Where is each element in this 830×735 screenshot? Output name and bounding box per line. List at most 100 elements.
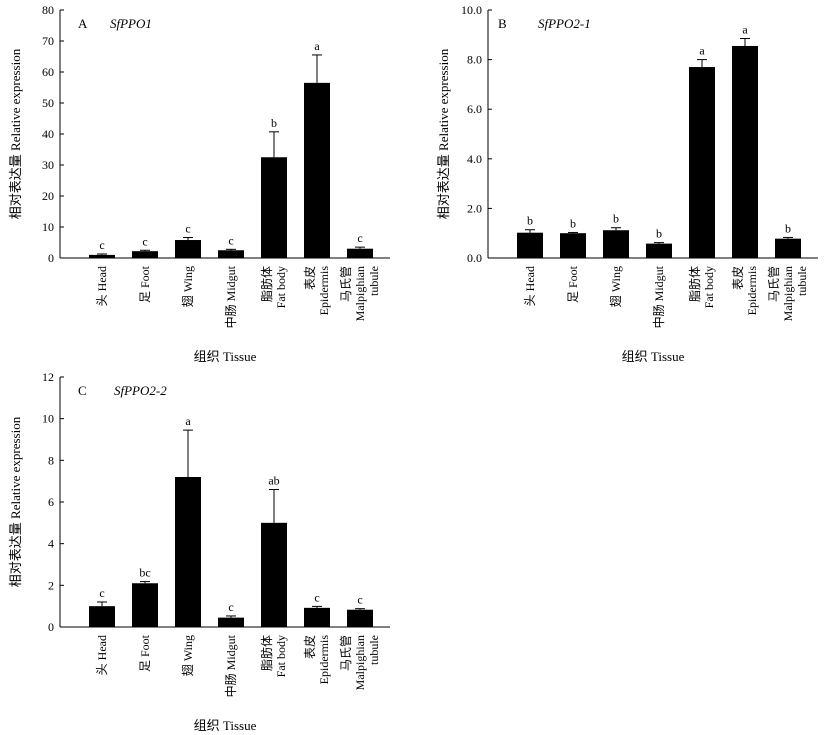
y-tick-label: 2 [48, 578, 54, 592]
category-label: 中肠 Midgut [223, 265, 238, 328]
chart-panel-b: 0.0 2.0 4.0 6.0 8.0 10.0 B SfPPO2-1 相对表达量 Relati… [436, 3, 818, 364]
panel-label: B [498, 16, 507, 31]
category-label: Fat body [702, 266, 716, 308]
bar [89, 606, 115, 627]
category-label: 脂肪体 [687, 266, 702, 302]
category-label: 脂肪体 [259, 266, 274, 302]
x-axis-label: 组织 Tissue [194, 718, 257, 733]
category-label: Fat body [274, 266, 288, 308]
category-label: Malpighian [781, 266, 795, 321]
bar [175, 240, 201, 258]
y-axis-label: 相对表达量 Relative expression [8, 416, 23, 587]
bar [132, 583, 158, 627]
category-label: 头 Head [523, 266, 537, 306]
category-label: tubule [367, 635, 381, 665]
category-label: 足 Foot [566, 265, 580, 303]
panel-label: C [78, 383, 87, 398]
significance-letter: b [527, 214, 533, 228]
y-tick-label: 10 [42, 412, 54, 426]
category-label: Malpighian [353, 266, 367, 321]
significance-letter: b [785, 221, 791, 235]
category-label: tubule [795, 266, 809, 296]
significance-letter: b [613, 212, 619, 226]
category-label: 马氏管 [338, 266, 353, 302]
y-tick-label: 8 [48, 453, 54, 467]
y-tick-label: 40 [42, 127, 54, 141]
gene-name: SfPPO2-2 [114, 383, 167, 398]
bar [689, 67, 715, 258]
category-label: 翅 Wing [608, 266, 623, 307]
x-axis-label: 组织 Tissue [622, 349, 685, 364]
significance-letter: bc [139, 566, 150, 580]
significance-letter: ab [268, 474, 279, 488]
bar [347, 248, 373, 258]
category-label: 翅 Wing [180, 635, 195, 676]
y-tick-label: 6.0 [467, 102, 482, 116]
significance-letter: b [271, 116, 277, 130]
y-axis-label: 相对表达量 Relative expression [436, 48, 451, 219]
category-label: 中肠 Midgut [223, 634, 238, 697]
bar [560, 233, 586, 258]
y-tick-label: 80 [42, 3, 54, 17]
y-tick-label: 6 [48, 495, 54, 509]
bar [218, 617, 244, 627]
y-tick-label: 70 [42, 34, 54, 48]
y-tick-label: 12 [42, 370, 54, 384]
category-label: 马氏管 [766, 266, 781, 302]
category-label: tubule [367, 266, 381, 296]
category-label: 中肠 Midgut [651, 265, 666, 328]
significance-letter: c [314, 590, 319, 604]
significance-letter: c [228, 600, 233, 614]
category-label: 足 Foot [138, 634, 152, 672]
bar [218, 250, 244, 258]
bar [603, 230, 629, 258]
bar [132, 251, 158, 258]
x-axis-label: 组织 Tissue [194, 349, 257, 364]
bar [304, 607, 330, 627]
bar [175, 477, 201, 627]
y-axis-label: 相对表达量 Relative expression [8, 48, 23, 219]
category-label: 头 Head [95, 635, 109, 675]
category-label: Malpighian [353, 635, 367, 690]
bar [261, 157, 287, 258]
significance-letter: c [357, 593, 362, 607]
bar [89, 254, 115, 258]
y-tick-label: 30 [42, 158, 54, 172]
panel-label: A [78, 16, 88, 31]
y-tick-label: 4 [48, 537, 54, 551]
y-tick-label: 8.0 [467, 53, 482, 67]
chart-panel-a: 0 10 20 30 40 50 60 70 80 A SfPPO1 相对表达量 Relative e… [8, 3, 390, 364]
y-tick-label: 20 [42, 189, 54, 203]
y-tick-label: 4.0 [467, 152, 482, 166]
significance-letter: c [99, 586, 104, 600]
y-tick-label: 10 [42, 220, 54, 234]
bar [646, 243, 672, 258]
category-label: 表皮 [303, 266, 317, 290]
bar [261, 522, 287, 627]
significance-letter: c [142, 234, 147, 248]
gene-name: SfPPO2-1 [538, 16, 591, 31]
significance-letter: c [228, 233, 233, 247]
category-label: 脂肪体 [259, 635, 274, 671]
bar [347, 609, 373, 627]
category-label: Fat body [274, 635, 288, 677]
significance-letter: a [314, 39, 320, 53]
gene-name: SfPPO1 [110, 16, 152, 31]
y-tick-label: 0 [48, 251, 54, 265]
y-tick-label: 0 [48, 620, 54, 634]
significance-letter: c [99, 238, 104, 252]
y-tick-label: 10.0 [461, 3, 482, 17]
bar [775, 238, 801, 258]
significance-letter: a [699, 44, 705, 58]
bar [517, 232, 543, 258]
category-label: Epidermis [317, 635, 331, 685]
category-label: 表皮 [731, 266, 745, 290]
y-tick-label: 50 [42, 96, 54, 110]
y-tick-label: 2.0 [467, 201, 482, 215]
significance-letter: a [185, 414, 191, 428]
category-label: Epidermis [745, 266, 759, 316]
significance-letter: c [357, 231, 362, 245]
significance-letter: b [570, 216, 576, 230]
category-label: 马氏管 [338, 635, 353, 671]
